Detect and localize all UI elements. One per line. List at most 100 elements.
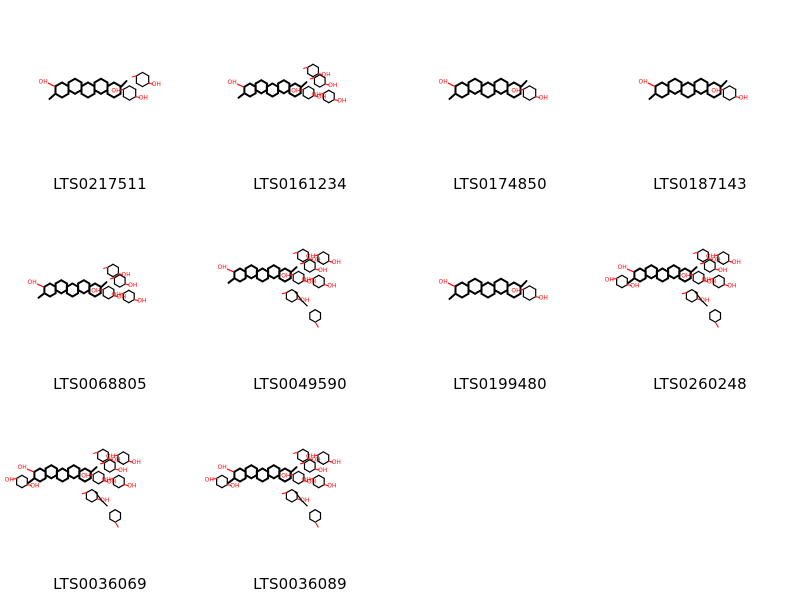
sugar-ring: [85, 488, 98, 503]
aromatic-ring: [309, 309, 322, 323]
hydroxyl-label: OH: [311, 257, 320, 264]
hydroxyl-label: OH: [739, 95, 748, 102]
core-ring: [277, 79, 291, 95]
core-ring: [65, 282, 80, 298]
sugar-ring: [122, 289, 135, 304]
molecule-cell: OH OH OH OH OH OH OH OH OH OH OH OH LTS0036089: [200, 400, 400, 600]
sugar-ring: [135, 71, 150, 88]
hydroxyl-label: OH: [732, 259, 741, 266]
hydroxyl-label: OH: [700, 297, 709, 304]
sugar-ring: [117, 451, 130, 465]
hydroxyl-label: OH: [727, 283, 736, 290]
molecule-structure: OH OH OH: [400, 0, 600, 170]
hydroxyl-label: OH: [307, 279, 316, 286]
molecule-svg: OH OH OH: [439, 77, 548, 102]
sugar-ring: [303, 459, 316, 473]
sugar-ring: [107, 263, 120, 278]
molecule-structure: OH OH OH OH OH OH OH OH OH OH: [200, 200, 400, 370]
hydroxyl-label: OH: [318, 467, 327, 474]
core-ring: [43, 282, 57, 298]
molecule-legend: LTS0199480: [453, 375, 547, 393]
core-ring: [493, 277, 509, 295]
hydroxyl-label: OH: [328, 82, 337, 89]
hydroxyl-label: OH: [128, 282, 137, 289]
core-ring: [278, 267, 292, 283]
hydroxyl-label: OH: [152, 81, 161, 88]
core-ring: [255, 267, 270, 283]
hydroxyl-label: OH: [539, 295, 548, 302]
sugar-ring: [297, 448, 310, 463]
hydroxyl-label: OH: [605, 276, 614, 283]
molecule-legend: LTS0036069: [53, 575, 147, 593]
core-ring: [480, 281, 496, 299]
hydroxyl-label: OH: [102, 476, 111, 483]
sugar-ring: [697, 248, 710, 263]
core-ring: [667, 264, 681, 280]
molecule-cell: OH OH OH OH OH OH OH OH OH OH LTS0049590: [200, 200, 400, 400]
sugar-ring: [97, 448, 110, 463]
core-ring: [233, 467, 247, 483]
hydroxyl-label: OH: [511, 87, 520, 94]
hydroxyl-label: OH: [718, 267, 727, 274]
sugar-ring: [216, 474, 228, 489]
hydroxyl-label: OH: [317, 94, 326, 101]
core-ring: [80, 81, 96, 99]
core-ring: [480, 81, 496, 99]
sugar-ring: [313, 74, 326, 88]
hydroxyl-label: OH: [702, 276, 711, 283]
hydroxyl-label: OH: [5, 476, 14, 483]
hydroxyl-label: OH: [511, 287, 520, 294]
hydroxyl-label: OH: [117, 294, 126, 301]
hydroxyl-label: OH: [118, 467, 127, 474]
core-ring: [244, 264, 258, 280]
hydroxyl-label: OH: [111, 457, 120, 464]
hydroxyl-label: OH: [100, 497, 109, 504]
sugar-ring: [292, 270, 305, 285]
core-ring: [288, 82, 302, 98]
sugar-ring: [522, 285, 537, 301]
molecule-cell: OH OH OH OH OH OH OH LTS0068805: [0, 200, 200, 400]
sugar-ring: [712, 274, 725, 289]
molecule-cell: OH OH OH LTS0187143: [600, 0, 800, 200]
molecule-legend: LTS0174850: [453, 175, 547, 193]
molecule-legend: LTS0217511: [53, 175, 147, 193]
hydroxyl-label: OH: [321, 72, 330, 79]
hydroxyl-label: OH: [91, 288, 100, 295]
core-ring: [267, 264, 281, 280]
molecule-structure: OH OH OH OH OH OH OH: [0, 200, 200, 370]
sugar-ring: [722, 85, 737, 101]
core-ring: [267, 464, 281, 480]
core-ring: [33, 467, 47, 483]
molecule-structure: OH OH OH OH OH OH OH OH OH OH OH OH: [0, 400, 200, 570]
hydroxyl-label: OH: [539, 95, 548, 102]
hydroxyl-label: OH: [306, 253, 315, 260]
sugar-ring: [616, 274, 628, 289]
sugar-ring: [692, 270, 705, 285]
core-ring: [67, 464, 81, 480]
core-ring: [678, 267, 692, 283]
hydroxyl-label: OH: [337, 98, 346, 105]
hydroxyl-label: OH: [218, 264, 227, 271]
hydroxyl-label: OH: [618, 264, 627, 271]
core-ring: [644, 264, 658, 280]
core-ring: [467, 277, 483, 295]
hydroxyl-label: OH: [318, 267, 327, 274]
sugar-ring: [302, 85, 315, 100]
core-ring: [88, 282, 102, 298]
hydroxyl-label: OH: [230, 483, 239, 490]
molecule-structure: OH OH OH OH OH OH OH OH OH OH OH OH: [600, 200, 800, 370]
core-ring: [278, 467, 292, 483]
molecule-cell: OH OH OH OH OH OH OH LTS0161234: [200, 0, 400, 200]
core-ring: [667, 77, 683, 95]
molecule-legend: LTS0187143: [653, 175, 747, 193]
molecule-svg: OH OH OH: [639, 77, 748, 102]
hydroxyl-label: OH: [327, 483, 336, 490]
hydroxyl-label: OH: [121, 272, 130, 279]
core-ring: [54, 279, 68, 295]
core-ring: [93, 77, 109, 95]
hydroxyl-label: OH: [439, 278, 448, 285]
aromatic-ring: [109, 509, 122, 523]
sugar-ring: [317, 451, 330, 465]
